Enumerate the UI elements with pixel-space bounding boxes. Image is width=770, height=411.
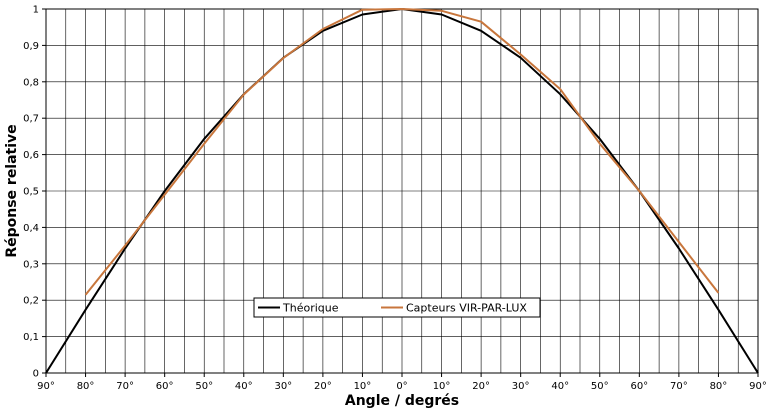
x-tick-label: 10° [354, 381, 372, 392]
x-tick-label: 90° [749, 381, 767, 392]
y-tick-label: 0,7 [23, 114, 39, 125]
y-axis-ticks: 0 0,1 0,2 0,3 0,4 0,5 0,6 0,7 0,8 0,9 1 [23, 5, 46, 380]
x-tick-label: 40° [235, 381, 253, 392]
x-tick-label: 20° [472, 381, 490, 392]
grid [45, 8, 759, 374]
x-tick-label: 40° [551, 381, 569, 392]
x-axis-title: Angle / degrés [345, 393, 459, 409]
legend-label-theorique: Théorique [282, 302, 339, 315]
x-tick-label: 70° [116, 381, 134, 392]
y-axis-title: Réponse relative [4, 124, 20, 257]
legend: Théorique Capteurs VIR-PAR-LUX [253, 297, 541, 318]
y-tick-label: 0,2 [23, 296, 39, 307]
y-tick-label: 0,9 [23, 41, 39, 52]
x-tick-label: 60° [156, 381, 174, 392]
x-axis-ticks: 90° 80° 70° 60° 50° 40° 30° 20° 10° 0° 10° 20° 30° 40… [37, 373, 767, 392]
x-tick-label: 0° [396, 381, 407, 392]
y-tick-label: 0,4 [23, 223, 39, 234]
x-tick-label: 50° [195, 381, 213, 392]
x-tick-label: 70° [670, 381, 688, 392]
x-tick-label: 20° [314, 381, 332, 392]
y-tick-label: 0,8 [23, 77, 39, 88]
y-tick-label: 0,5 [23, 187, 39, 198]
y-tick-label: 0,1 [23, 332, 39, 343]
series-group [45, 8, 759, 374]
x-tick-label: 50° [591, 381, 609, 392]
x-tick-label: 60° [630, 381, 648, 392]
x-tick-label: 30° [512, 381, 530, 392]
legend-label-capteurs: Capteurs VIR-PAR-LUX [406, 302, 527, 315]
y-tick-label: 0 [33, 369, 39, 380]
x-tick-label: 80° [710, 381, 728, 392]
y-tick-label: 0,3 [23, 259, 39, 270]
y-tick-label: 0,6 [23, 150, 39, 161]
x-tick-label: 90° [37, 381, 55, 392]
x-tick-label: 80° [77, 381, 95, 392]
x-tick-label: 10° [433, 381, 451, 392]
x-tick-label: 30° [274, 381, 292, 392]
y-tick-label: 1 [33, 5, 39, 16]
series-line-1 [84, 8, 720, 296]
